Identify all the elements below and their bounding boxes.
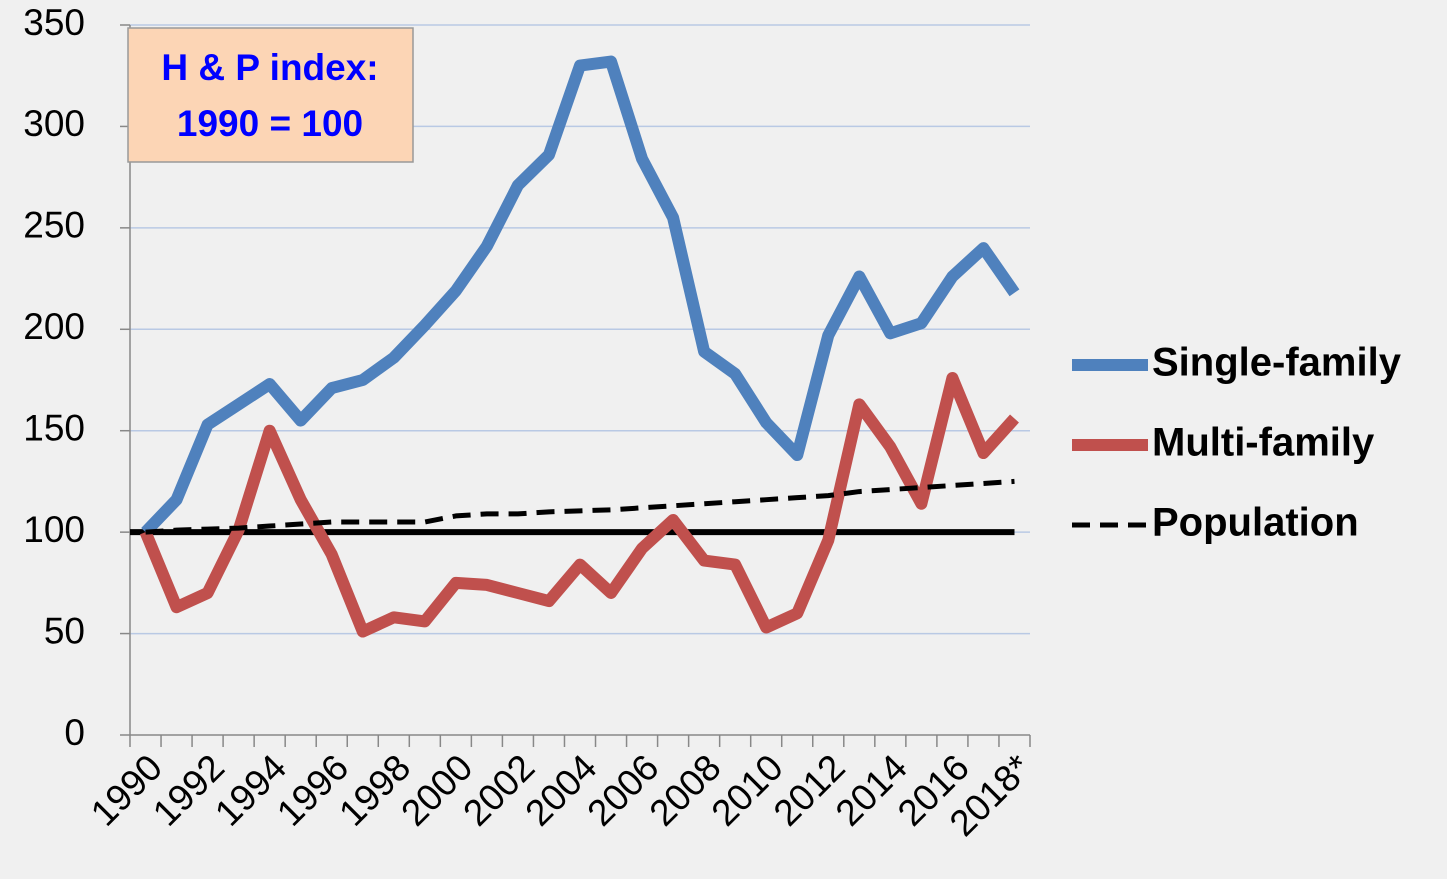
y-tick-label: 350 — [23, 2, 85, 43]
y-tick-label: 250 — [23, 205, 85, 246]
annotation-box — [127, 27, 414, 163]
series-line — [139, 371, 1019, 638]
y-tick-label: 150 — [23, 407, 85, 448]
series-line — [141, 55, 1020, 537]
annotation-text: H & P index: — [161, 47, 378, 88]
annotation-text: 1990 = 100 — [177, 103, 363, 144]
series-line — [145, 478, 1015, 535]
y-tick-label: 300 — [23, 103, 85, 144]
legend-label: Population — [1152, 501, 1359, 545]
y-tick-label: 200 — [23, 306, 85, 347]
y-tick-label: 0 — [64, 712, 85, 753]
y-tick-label: 50 — [44, 610, 85, 651]
y-tick-label: 100 — [23, 509, 85, 550]
legend-label: Multi-family — [1152, 421, 1375, 465]
legend-label: Single-family — [1152, 341, 1402, 385]
